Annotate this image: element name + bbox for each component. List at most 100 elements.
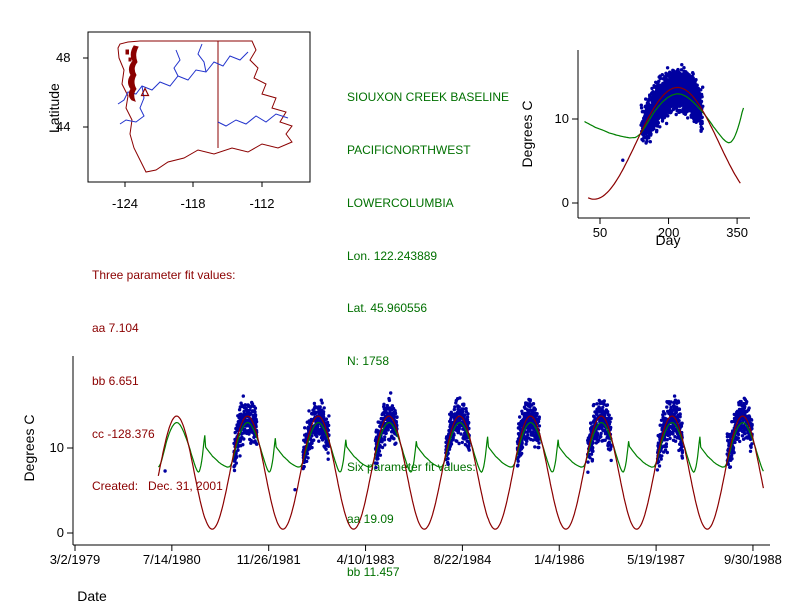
scatter-point <box>691 72 695 76</box>
scatter-point <box>639 106 644 110</box>
scatter-point <box>685 71 689 75</box>
site-longitude: Lon. 122.243889 <box>347 248 438 263</box>
lon-tick-label-118: -118 <box>180 196 206 211</box>
scatter-point <box>386 428 390 432</box>
scatter-point <box>315 434 319 439</box>
y-tick-label: 0 <box>562 195 569 210</box>
lon-tick-label-112: -112 <box>249 196 275 211</box>
scatter-point <box>326 428 331 432</box>
scatter-point <box>466 412 470 416</box>
scatter-point <box>666 103 670 108</box>
scatter-point <box>657 464 662 468</box>
scatter-point <box>377 449 382 453</box>
scatter-point <box>651 95 655 99</box>
scatter-point <box>678 108 682 113</box>
scatter-point <box>310 445 314 450</box>
scatter-point <box>731 446 736 450</box>
scatter-point <box>394 441 398 445</box>
scatter-point <box>701 85 705 89</box>
scatter-point <box>749 418 754 422</box>
scatter-point <box>163 469 167 473</box>
scatter-point <box>647 136 651 140</box>
scatter-point <box>378 453 383 457</box>
y-tick-label: 10 <box>555 111 569 126</box>
scatter-point <box>609 416 613 421</box>
three-param-fit-curve <box>157 415 764 530</box>
y-tick-label: 0 <box>57 525 64 540</box>
x-tick-label: 7/14/1980 <box>143 552 201 567</box>
scatter-point <box>320 401 324 405</box>
lat-tick-label-44: 44 <box>56 119 71 134</box>
scatter-point <box>453 405 457 409</box>
scatter-point <box>669 110 673 115</box>
scatter-point <box>242 409 246 414</box>
scatter-point <box>691 77 695 82</box>
scatter-point <box>467 448 471 452</box>
six-param-bb: bb 11.457 <box>347 565 400 580</box>
six-param-header: Six parameter fit values: <box>347 459 476 474</box>
three-param-header: Three parameter fit values: <box>92 268 236 283</box>
scatter-point <box>389 391 393 395</box>
scatter-point <box>667 74 671 78</box>
scatter-point <box>461 407 466 411</box>
scatter-point <box>675 101 680 105</box>
scatter-point <box>687 77 691 81</box>
scatter-point <box>317 439 321 443</box>
three-param-cc: cc -128.376 <box>92 426 155 441</box>
x-tick-label: 8/22/1984 <box>433 552 491 567</box>
scatter-point <box>537 415 541 419</box>
scatter-point <box>237 408 242 412</box>
scatter-point <box>649 133 653 137</box>
scatter-point <box>525 401 529 405</box>
six-param-fit-curve <box>584 93 745 144</box>
scatter-point <box>525 439 529 443</box>
x-axis-title: Date <box>77 588 107 604</box>
scatter-point <box>446 451 450 456</box>
scatter-point <box>589 452 594 456</box>
scatter-point <box>674 75 678 80</box>
scatter-point <box>745 400 749 404</box>
scatter-point <box>596 433 600 437</box>
scatter-point <box>327 414 331 418</box>
scatter-point <box>321 410 326 414</box>
scatter-point <box>680 445 684 449</box>
scatter-point <box>303 426 307 430</box>
scatter-point <box>667 98 671 102</box>
scatter-point <box>665 405 669 409</box>
scatter-point <box>682 66 686 70</box>
scatter-point <box>455 439 459 443</box>
scatter-point <box>740 434 745 438</box>
scatter-point <box>248 408 252 412</box>
scatter-point <box>537 424 542 428</box>
scatter-point <box>516 463 520 467</box>
river-branch <box>197 43 207 73</box>
scatter-point <box>655 81 660 85</box>
scatter-point <box>591 449 595 453</box>
scatter-point <box>621 158 625 162</box>
scatter-point <box>293 488 297 492</box>
scatter-point <box>382 438 387 442</box>
scatter-point <box>312 401 317 406</box>
scatter-point <box>609 458 613 463</box>
scatter-point <box>643 129 647 133</box>
scatter-point <box>607 413 611 417</box>
scatter-point <box>383 435 387 439</box>
scatter-point <box>310 434 314 438</box>
columbia-river <box>117 51 249 105</box>
scatter-point <box>520 441 524 445</box>
scatter-point <box>640 110 645 114</box>
scatter-point <box>452 407 456 412</box>
scatter-point <box>384 431 388 435</box>
scatter-point <box>671 432 675 436</box>
scatter-point <box>249 441 253 445</box>
map-frame <box>87 31 311 183</box>
scatter-point <box>463 413 467 417</box>
scatter-point <box>697 98 702 102</box>
scatter-point <box>681 76 685 80</box>
scatter-point <box>700 116 704 120</box>
scatter-point <box>750 423 754 428</box>
lat-tick-label-48: 48 <box>56 50 71 65</box>
x-axis-title: Day <box>656 232 681 248</box>
scatter-point <box>388 438 392 442</box>
scatter-point <box>255 442 259 446</box>
